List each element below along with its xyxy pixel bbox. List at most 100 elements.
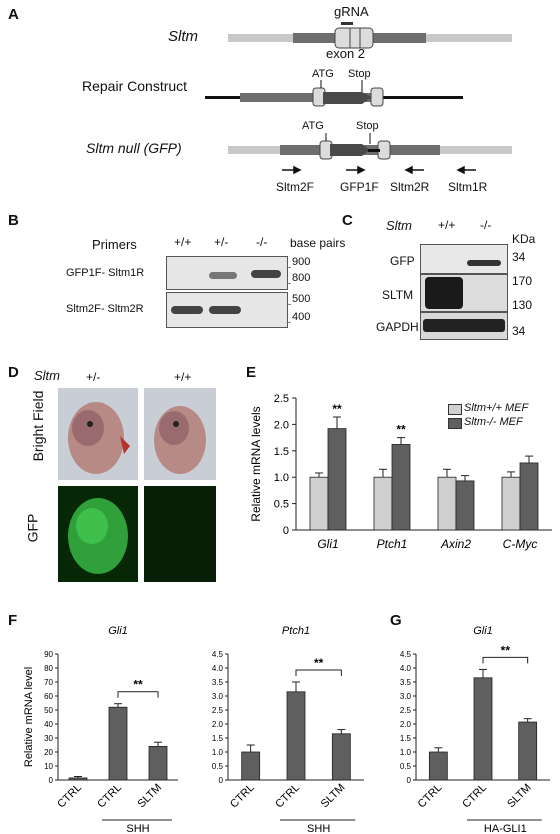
bar — [148, 745, 168, 781]
legend-swatch-ko — [448, 418, 462, 429]
exon-label: exon 2 — [326, 46, 366, 61]
y-tick-label: 3.0 — [212, 692, 224, 701]
x-tick-label: CTRL — [416, 782, 445, 811]
y-tick-label: 4.5 — [212, 650, 224, 659]
blot-label-sltm: SLTM — [382, 288, 414, 302]
y-tick-label: 60 — [44, 692, 53, 701]
x-tick-label: CTRL — [273, 782, 302, 811]
significance-mark: ** — [332, 402, 342, 416]
embryo-wt-brightfield — [144, 388, 216, 480]
legend-swatch-wt — [448, 404, 462, 415]
band-het-top — [209, 272, 237, 279]
x-tick-label: Axin2 — [440, 537, 471, 551]
y-tick-label: 4.5 — [400, 650, 412, 659]
primers-header: Primers — [92, 237, 137, 252]
western-genotype-ko: -/- — [480, 218, 492, 232]
panel-f-letter: F — [8, 612, 18, 629]
x-tick-label: CTRL — [95, 782, 124, 811]
band-gfp-ko — [467, 260, 501, 266]
row-label-gfp1f-sltm1r: GFP1F- Sltm1R — [66, 267, 145, 279]
y-tick-label: 2.5 — [274, 393, 289, 405]
y-tick-label: 3.5 — [212, 678, 224, 687]
significance-mark: ** — [133, 678, 143, 692]
blot-gfp — [420, 244, 508, 274]
kda-header: KDa — [512, 232, 536, 246]
atg-label: ATG — [312, 68, 334, 80]
x-tick-label: Ptch1 — [377, 537, 408, 551]
bar — [327, 428, 347, 531]
kda-marker-170: 170 — [512, 274, 533, 288]
y-tick-label: 0 — [219, 776, 224, 785]
y-tick-label: 1.5 — [212, 734, 224, 743]
chart-f-gli1: Gli1 0 10 20 30 40 50 60 70 80 90 Relative mRNA lev… — [23, 625, 178, 834]
panel-c-letter: C — [342, 212, 353, 229]
primer-gfp1f: GFP1F — [340, 180, 379, 194]
band-ko-top — [251, 270, 281, 278]
y-tick-label: 4.0 — [212, 664, 224, 673]
significance-bracket — [295, 669, 342, 676]
y-tick-label: 80 — [44, 664, 53, 673]
y-tick-label: 2.5 — [212, 706, 224, 715]
blot-gapdh — [420, 312, 508, 340]
y-tick-label: 0 — [283, 525, 289, 537]
chart-title: Gli1 — [108, 625, 128, 637]
pcr-gel-top — [166, 256, 288, 290]
pcr-gel-bottom — [166, 292, 288, 328]
panel-d-letter: D — [8, 364, 19, 381]
primer-sltm2f: Sltm2F — [276, 180, 315, 194]
y-tick-label: 0.5 — [212, 762, 224, 771]
y-tick-label: 1.0 — [274, 472, 289, 484]
y-tick-label: 0.5 — [274, 499, 289, 511]
y-tick-label: 90 — [44, 650, 53, 659]
legend-label-ko: Sltm-/- MEF — [464, 416, 523, 428]
atg-label-null: ATG — [302, 120, 324, 132]
blot-label-gapdh: GAPDH — [376, 320, 419, 334]
y-tick-label: 3.5 — [400, 678, 412, 687]
bar — [309, 476, 329, 531]
genotype-het: +/- — [214, 235, 229, 249]
y-tick-label: 0 — [49, 776, 54, 785]
y-tick-label: 50 — [44, 706, 53, 715]
primer-arrows — [282, 165, 476, 175]
significance-bracket — [482, 656, 529, 664]
x-tick-label: CTRL — [228, 782, 257, 811]
bar — [437, 476, 457, 531]
chart-title: Gli1 — [473, 625, 493, 637]
bar — [501, 476, 521, 531]
blot-sltm — [420, 274, 508, 312]
y-tick-label: 1.0 — [400, 748, 412, 757]
repair-construct-label: Repair Construct — [82, 78, 188, 94]
bar — [473, 677, 493, 781]
x-tick-label: Gli1 — [317, 537, 338, 551]
western-gene-label: Sltm — [386, 218, 412, 233]
bar — [241, 751, 261, 781]
y-tick-label: 1.5 — [274, 446, 289, 458]
embryo-het-gfp — [58, 486, 138, 582]
gene-label: Sltm — [168, 28, 198, 45]
panel-b-letter: B — [8, 212, 19, 229]
row-label-gfp: GFP — [24, 513, 41, 543]
y-tick-label: 2.0 — [400, 720, 412, 729]
significance-mark: ** — [501, 643, 511, 657]
bar — [391, 444, 411, 531]
x-tick-label: SLTM — [505, 782, 534, 811]
group-label: SHH — [126, 823, 149, 834]
significance-bracket — [117, 691, 159, 698]
chart-f-ptch1: Ptch1 0 0.5 1.0 1.5 2.0 2.5 3.0 3.5 4.0 4.5 CTRL CTR… — [212, 625, 364, 834]
bar — [286, 691, 306, 781]
embryo-genotype-wt: +/+ — [174, 370, 192, 384]
y-axis-label: Relative mRNA level — [23, 667, 35, 767]
primer-sltm1r: Sltm1R — [448, 180, 488, 194]
panel-g-letter: G — [390, 612, 402, 629]
marker-400: 400 — [292, 311, 311, 323]
grna-label: gRNA — [334, 4, 369, 19]
y-tick-label: 70 — [44, 678, 53, 687]
bar — [108, 706, 128, 781]
x-tick-label: C-Myc — [503, 537, 538, 551]
x-tick-label: SLTM — [319, 782, 348, 811]
embryo-gene-label: Sltm — [34, 368, 60, 383]
stop-label-null: Stop — [356, 120, 379, 132]
group-label: HA-GLI1 — [484, 823, 527, 834]
base-pairs-header: base pairs — [290, 236, 346, 250]
embryo-genotype-het: +/- — [86, 370, 101, 384]
